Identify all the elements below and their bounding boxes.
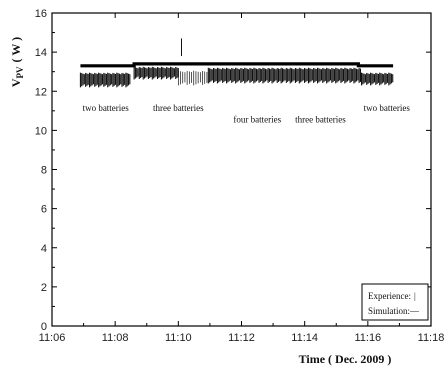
legend: Experience: | Simulation: —: [361, 283, 429, 321]
y-tick-label: 0: [41, 321, 47, 333]
y-axis-title: VPV ( W ): [9, 37, 25, 87]
annotations: two batteries three batteries four batteri…: [83, 103, 411, 125]
y-axis-title-unit: ( W ): [9, 37, 23, 63]
legend-symbol-experience: |: [414, 291, 416, 301]
plot-frame: [51, 12, 432, 327]
x-tick-label: 11:14: [291, 332, 318, 344]
y-axis-title-sub: PV: [15, 66, 25, 78]
annotation-label: three batteries: [153, 103, 204, 113]
x-tick-label: 11:18: [418, 332, 445, 344]
x-tick-label: 11:08: [102, 332, 129, 344]
legend-label-simulation: Simulation:: [368, 306, 410, 316]
x-tick-label: 11:10: [165, 332, 192, 344]
annotation-label: two batteries: [83, 103, 130, 113]
x-tick-label: 11:16: [354, 332, 381, 344]
x-tick-label: 11:12: [228, 332, 255, 344]
y-tick-label: 14: [35, 47, 47, 59]
x-tick-label: 11:06: [39, 332, 66, 344]
legend-symbol-simulation: —: [409, 306, 420, 316]
simulation-series: [80, 62, 394, 68]
y-tick-label: 16: [35, 8, 47, 20]
simulation-line: [80, 62, 394, 68]
annotation-label: four batteries: [233, 115, 281, 125]
experience-series: [79, 38, 394, 88]
y-tick-label: 2: [41, 282, 47, 294]
x-axis-title: Time ( Dec. 2009 ): [299, 352, 392, 366]
y-tick-label: 12: [35, 86, 47, 98]
y-tick-label: 6: [41, 204, 47, 216]
y-axis: 0 2 4 6 8 10 12 14 16: [35, 8, 431, 333]
legend-label-experience: Experience:: [368, 291, 411, 301]
legend-box: [361, 283, 429, 321]
annotation-label: two batteries: [364, 103, 411, 113]
y-axis-title-main: V: [9, 78, 23, 87]
x-axis: 11:06 11:08 11:10 11:12 11:14 11:16 11:18: [39, 13, 445, 344]
annotation-label: three batteries: [295, 115, 346, 125]
y-tick-label: 4: [41, 243, 47, 255]
plot-border: [51, 12, 432, 327]
y-tick-label: 10: [35, 125, 47, 137]
y-tick-label: 8: [41, 165, 47, 177]
